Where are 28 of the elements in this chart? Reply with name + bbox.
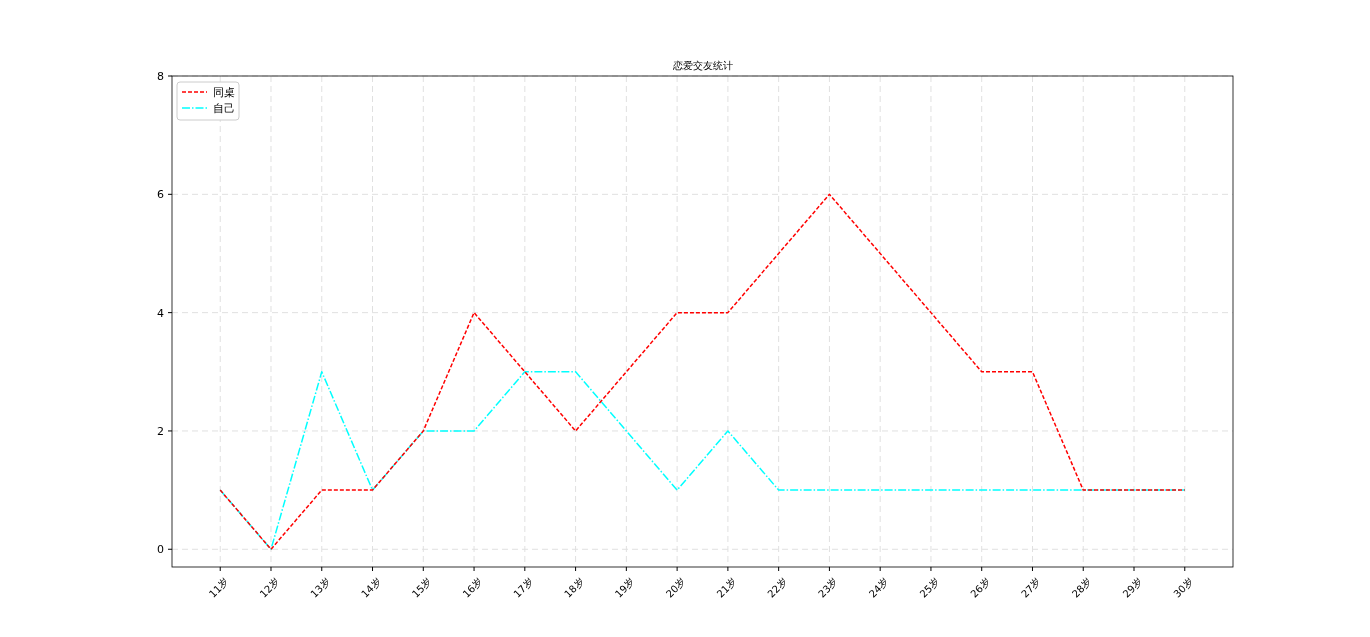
x-tick-label: 17岁: [511, 575, 536, 600]
x-tick-label: 16岁: [460, 575, 485, 600]
x-tick-label: 30岁: [1171, 575, 1196, 600]
x-tick-label: 12岁: [257, 575, 282, 600]
x-tick-label: 14岁: [359, 575, 384, 600]
x-tick-label: 13岁: [308, 575, 333, 600]
legend-label: 同桌: [213, 86, 235, 99]
legend-label: 自己: [213, 102, 235, 115]
x-tick-label: 25岁: [917, 575, 942, 600]
x-tick-label: 11岁: [206, 575, 231, 600]
y-tick-label: 2: [157, 424, 164, 438]
x-tick-label: 19岁: [613, 575, 637, 600]
x-tick-label: 22岁: [765, 575, 790, 600]
y-tick-label: 8: [157, 70, 164, 83]
x-tick-label: 24岁: [866, 575, 891, 600]
y-tick-label: 0: [157, 543, 164, 557]
x-tick-label: 29岁: [1120, 575, 1145, 600]
y-tick-label: 4: [157, 306, 164, 320]
x-tick-label: 23岁: [816, 575, 840, 600]
chart-title: 恋爱交友统计: [671, 60, 733, 71]
x-tick-label: 20岁: [663, 575, 688, 600]
x-tick-label: 26岁: [968, 575, 993, 600]
x-tick-label: 18岁: [562, 575, 587, 600]
x-tick-label: 27岁: [1019, 575, 1043, 600]
x-tick-label: 15岁: [409, 575, 434, 600]
x-tick-label: 21岁: [714, 575, 739, 600]
y-tick-label: 6: [157, 188, 164, 202]
x-tick-label: 28岁: [1069, 575, 1094, 600]
